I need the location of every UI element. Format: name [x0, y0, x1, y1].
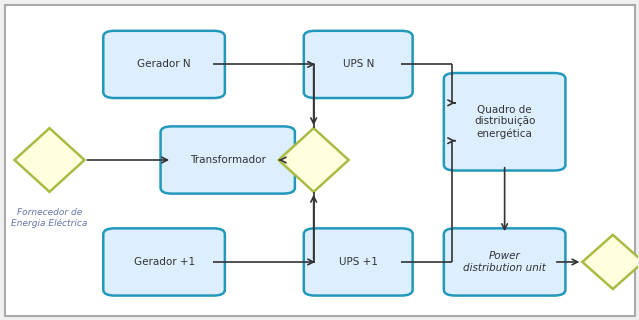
FancyBboxPatch shape — [304, 228, 413, 296]
Text: Power
distribution unit: Power distribution unit — [463, 251, 546, 273]
FancyBboxPatch shape — [5, 5, 635, 316]
Text: UPS N: UPS N — [343, 60, 374, 69]
FancyBboxPatch shape — [104, 228, 225, 296]
Text: Fornecedor de
Energia Eléctrica: Fornecedor de Energia Eléctrica — [12, 208, 88, 228]
Text: Gerador +1: Gerador +1 — [134, 257, 195, 267]
Text: Quadro de
distribuição
energética: Quadro de distribuição energética — [474, 105, 535, 139]
FancyBboxPatch shape — [104, 31, 225, 98]
Polygon shape — [15, 128, 84, 192]
FancyBboxPatch shape — [444, 228, 566, 296]
FancyBboxPatch shape — [444, 73, 566, 171]
Polygon shape — [279, 128, 349, 192]
Text: Transformador: Transformador — [190, 155, 266, 165]
Polygon shape — [582, 235, 639, 289]
Text: UPS +1: UPS +1 — [339, 257, 378, 267]
FancyBboxPatch shape — [160, 126, 295, 194]
Text: Gerador N: Gerador N — [137, 60, 191, 69]
FancyBboxPatch shape — [304, 31, 413, 98]
